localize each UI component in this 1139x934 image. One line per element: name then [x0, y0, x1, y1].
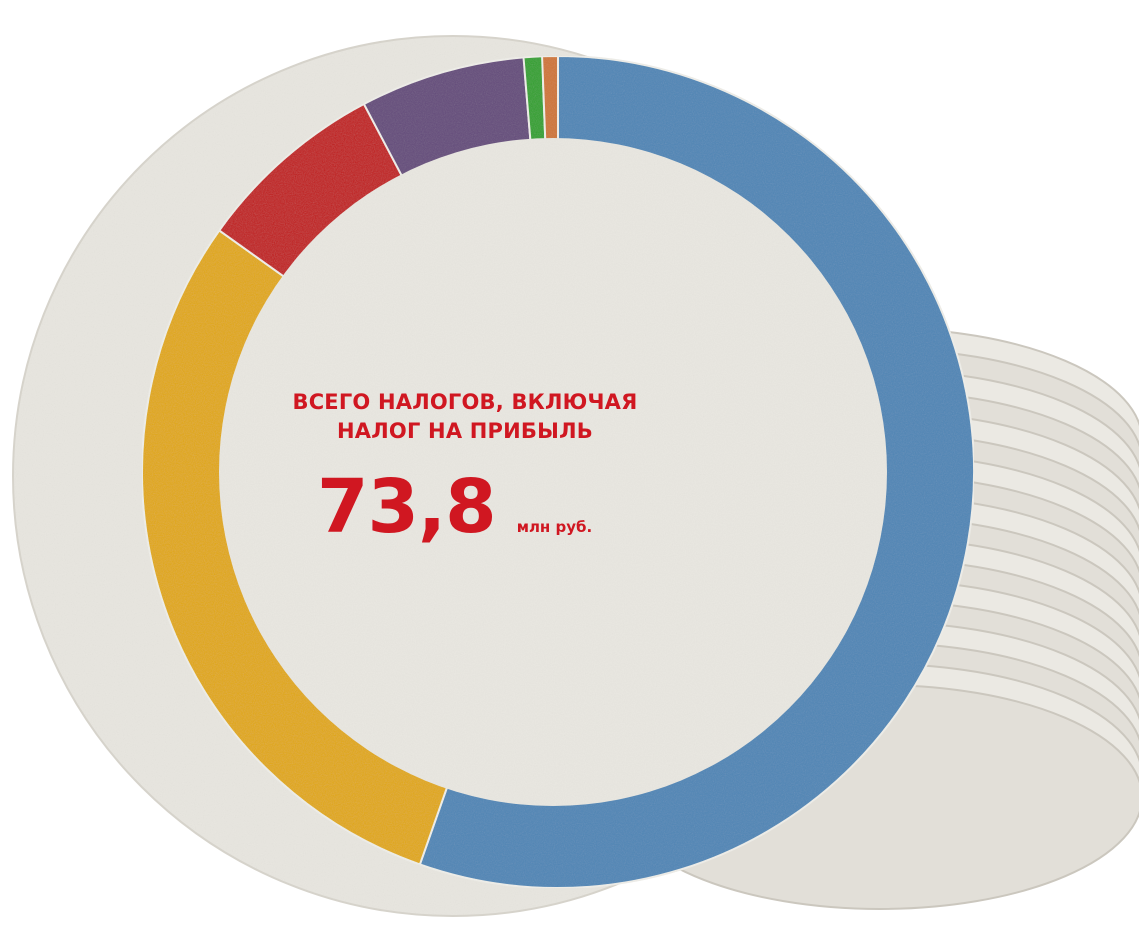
- center-title-line-2: НАЛОГ НА ПРИБЫЛЬ: [337, 419, 593, 443]
- total-unit: млн руб.: [516, 518, 593, 536]
- total-value: 73,8: [317, 464, 497, 550]
- center-title: ВСЕГО НАЛОГОВ, ВКЛЮЧАЯ НАЛОГ НА ПРИБЫЛЬ: [250, 388, 680, 446]
- center-title-line-1: ВСЕГО НАЛОГОВ, ВКЛЮЧАЯ: [292, 390, 638, 414]
- donut-center: [219, 138, 887, 806]
- total-value-block: 73,8 млн руб.: [317, 462, 717, 552]
